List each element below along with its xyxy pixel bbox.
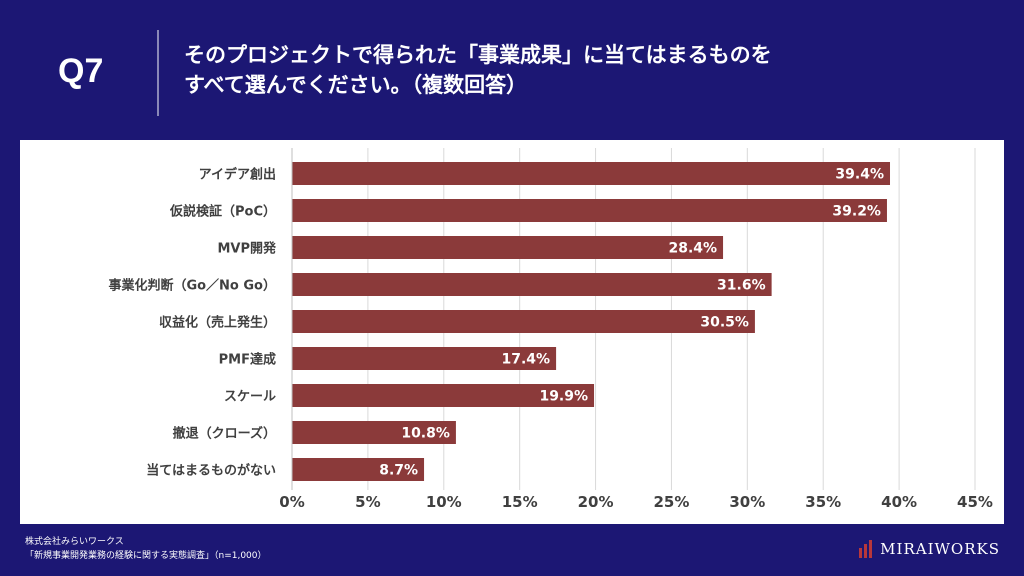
survey-source: 「新規事業開発業務の経験に関する実態調査」（n=1,000） bbox=[25, 551, 267, 561]
category-label: 収益化（売上発生） bbox=[159, 315, 276, 331]
company-logo: MIRAIWORKS bbox=[859, 540, 1000, 558]
data-label: 17.4% bbox=[502, 352, 551, 368]
data-label: 30.5% bbox=[700, 315, 749, 331]
x-tick-label: 5% bbox=[355, 493, 380, 511]
data-label: 39.2% bbox=[832, 204, 881, 220]
bar bbox=[292, 384, 595, 407]
category-label: 仮説検証（PoC） bbox=[169, 204, 276, 220]
data-label: 19.9% bbox=[539, 389, 588, 405]
x-tick-label: 0% bbox=[279, 493, 304, 511]
x-tick-label: 45% bbox=[957, 493, 993, 511]
data-label: 39.4% bbox=[835, 167, 884, 183]
x-tick-label: 15% bbox=[502, 493, 538, 511]
question-number: Q7 bbox=[58, 52, 104, 90]
category-label: 事業化判断（Go／No Go） bbox=[108, 278, 276, 294]
x-tick-label: 35% bbox=[805, 493, 841, 511]
x-tick-label: 40% bbox=[881, 493, 917, 511]
bar bbox=[292, 236, 724, 259]
bar-chart: 0% 5% 10% 15% 20% 25% 30% 35% 40% 45% 39.4% アイデア創出 3… bbox=[108, 148, 993, 511]
bar bbox=[292, 162, 891, 185]
question-line-2: すべて選んでください。（複数回答） bbox=[184, 73, 528, 97]
bar bbox=[292, 310, 755, 333]
bar bbox=[292, 273, 772, 296]
question-line-1: そのプロジェクトで得られた「事業成果」に当てはまるものを bbox=[184, 43, 772, 67]
bar bbox=[292, 421, 456, 444]
data-label: 10.8% bbox=[401, 426, 450, 442]
category-label: MVP開発 bbox=[217, 241, 277, 257]
header-divider bbox=[157, 30, 159, 116]
category-label: 当てはまるものがない bbox=[146, 463, 276, 479]
category-label: PMF達成 bbox=[219, 352, 276, 368]
data-label: 8.7% bbox=[379, 463, 418, 479]
category-label: スケール bbox=[224, 390, 276, 405]
logo-text: MIRAIWORKS bbox=[880, 540, 1000, 558]
x-tick-label: 20% bbox=[578, 493, 614, 511]
chart-panel: 0% 5% 10% 15% 20% 25% 30% 35% 40% 45% 39.4% アイデア創出 3… bbox=[20, 140, 1004, 524]
data-label: 28.4% bbox=[668, 241, 717, 257]
x-tick-label: 10% bbox=[426, 493, 462, 511]
x-tick-label: 30% bbox=[729, 493, 765, 511]
company-name: 株式会社みらいワークス bbox=[25, 537, 124, 547]
logo-mark-icon bbox=[859, 540, 873, 558]
footer-source: 株式会社みらいワークス 「新規事業開発業務の経験に関する実態調査」（n=1,00… bbox=[25, 535, 267, 563]
category-label: アイデア創出 bbox=[199, 167, 276, 183]
question-text: そのプロジェクトで得られた「事業成果」に当てはまるものを すべて選んでください。… bbox=[184, 40, 984, 100]
x-tick-label: 25% bbox=[653, 493, 689, 511]
category-label: 撤退（クローズ） bbox=[173, 426, 276, 442]
bar bbox=[292, 347, 557, 370]
data-label: 31.6% bbox=[717, 278, 766, 294]
bar bbox=[292, 458, 425, 481]
bar bbox=[292, 199, 887, 222]
